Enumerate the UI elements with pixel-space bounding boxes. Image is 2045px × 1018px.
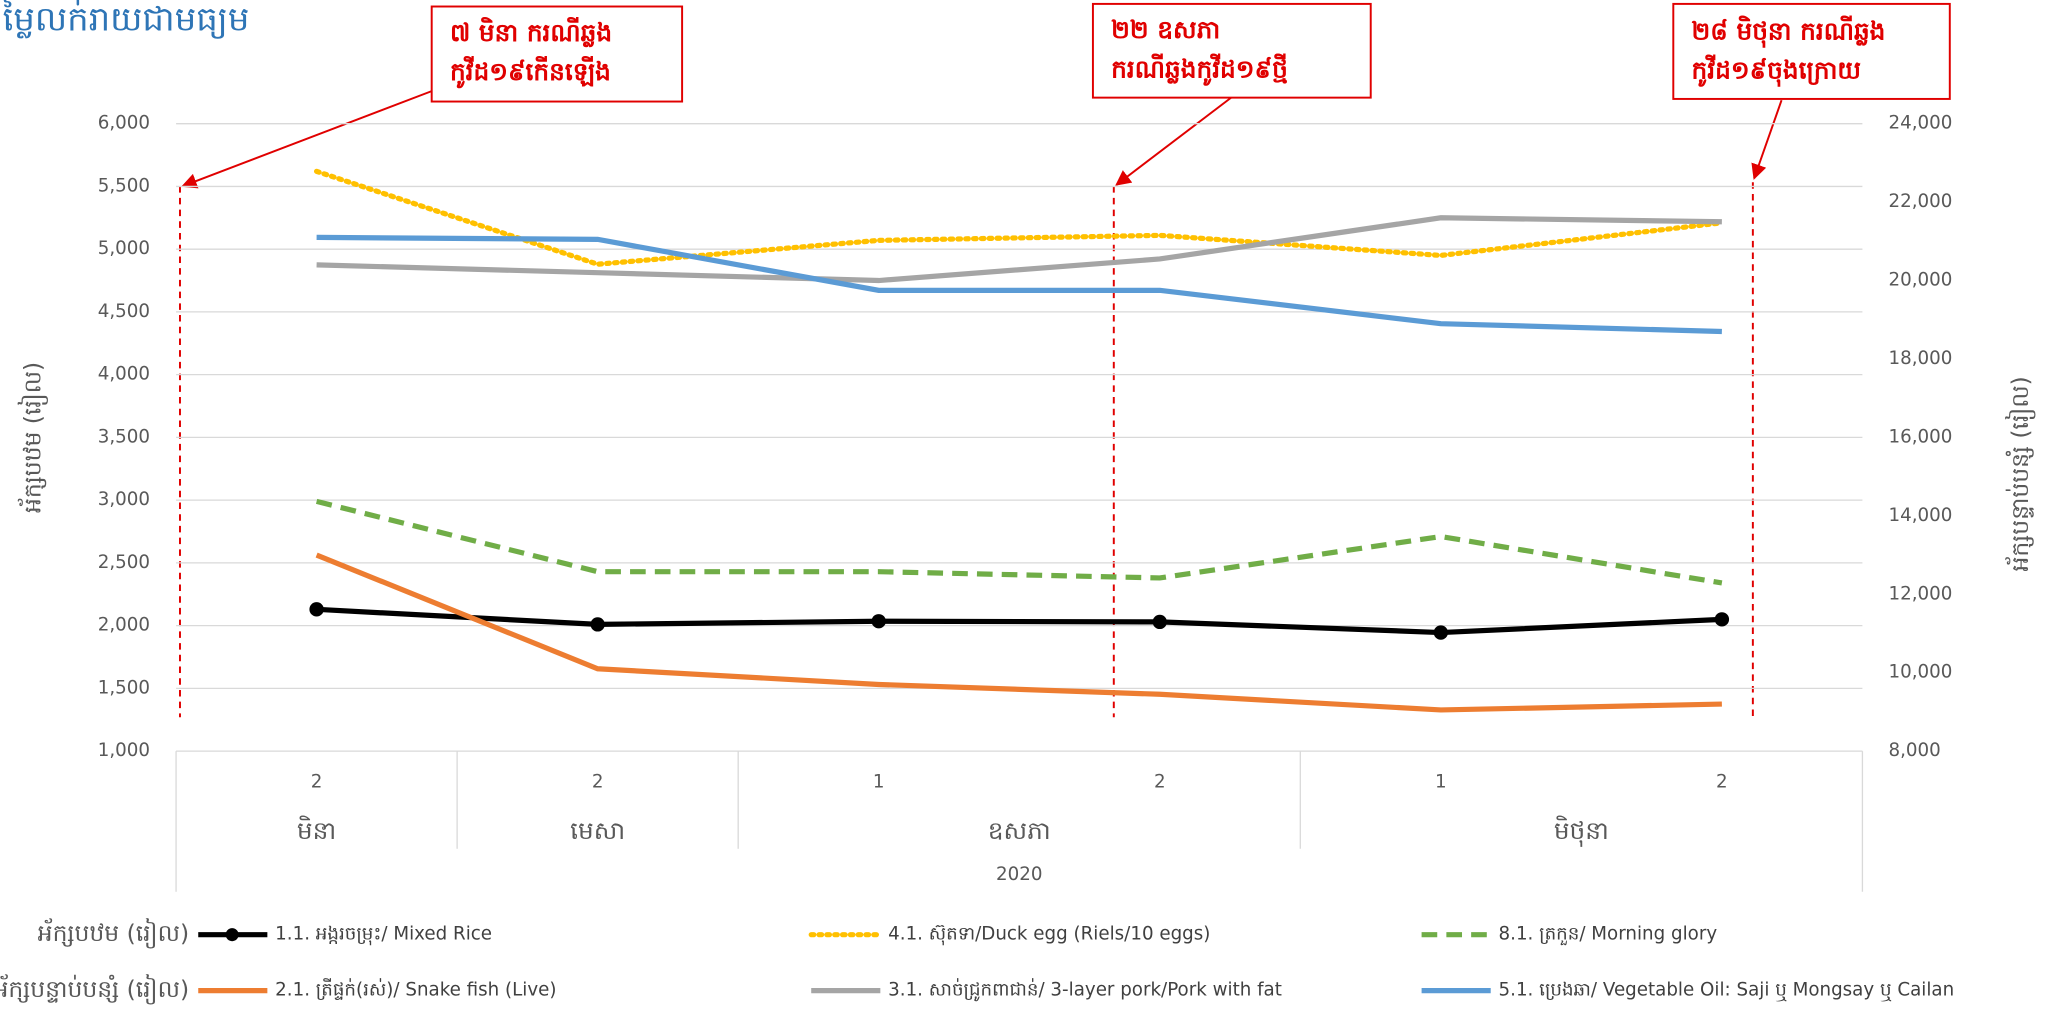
y-tick-label: 2,000 bbox=[98, 615, 150, 636]
x-tick-label: 1 bbox=[1435, 771, 1447, 792]
x-tick-label: 2 bbox=[1716, 771, 1728, 792]
point bbox=[1714, 612, 1730, 627]
legend-label: 2.1. ត្រីផ្ទក់(រស់)/ Snake fish (Live) bbox=[275, 978, 556, 1001]
y2-tick-label: 22,000 bbox=[1888, 191, 1952, 212]
annotation: ករណីឆ្លងកូវីដ១៩ថ្មី bbox=[1111, 52, 1288, 86]
legend-label: 1.1. អង្ករចម្រុះ/ Mixed Rice bbox=[275, 924, 492, 946]
y2-axis-label: អ័ក្សបន្ទាប់បន្សំ (រៀល) bbox=[2005, 376, 2036, 571]
annotation: កូវីដ១៩ចុងក្រោយ bbox=[1692, 54, 1861, 88]
y-tick-label: 6,000 bbox=[98, 113, 150, 134]
y2-tick-label: 14,000 bbox=[1888, 505, 1952, 526]
arrow bbox=[1751, 99, 1783, 180]
y2-tick-label: 18,000 bbox=[1888, 348, 1952, 369]
y-tick-label: 5,500 bbox=[98, 175, 150, 196]
point bbox=[590, 617, 605, 632]
annotation: ៧ មិនា ករណីឆ្លង bbox=[450, 16, 612, 48]
annotation: ២២ ឧសភា bbox=[1111, 15, 1220, 44]
y-tick-label: 3,500 bbox=[98, 426, 150, 447]
year-label: 2020 bbox=[996, 864, 1042, 885]
annotation: ២៨ មិថុនា ករណីឆ្លង bbox=[1692, 15, 1886, 49]
annotation-box bbox=[1091, 2, 1372, 99]
y-tick-label: 1,000 bbox=[98, 740, 150, 761]
series-line bbox=[316, 215, 1722, 284]
y-tick-label: 2,500 bbox=[98, 552, 150, 573]
month-label: មិថុនា bbox=[1554, 815, 1609, 847]
point bbox=[1433, 625, 1448, 640]
y2-tick-label: 10,000 bbox=[1888, 662, 1952, 683]
legend-label: 4.1. ស៊ុតទា/Duck egg (Riels/10 eggs) bbox=[888, 924, 1210, 946]
x-axis bbox=[175, 751, 1864, 892]
month-label: ឧសភា bbox=[988, 816, 1051, 845]
x-tick-label: 1 bbox=[873, 771, 885, 792]
series-line bbox=[316, 606, 1723, 636]
y-tick-label: 3,000 bbox=[98, 489, 150, 510]
grid bbox=[176, 123, 1863, 752]
arrow bbox=[181, 90, 433, 189]
y-tick-label: 5,000 bbox=[98, 238, 150, 259]
x-tick-label: 2 bbox=[592, 771, 604, 792]
legend-label: 5.1. ប្រេងឆា/ Vegetable Oil: Saji ឬ Mong… bbox=[1499, 980, 1955, 1002]
arrow bbox=[1115, 96, 1232, 186]
y-tick-label: 1,500 bbox=[98, 677, 150, 698]
annotation-box bbox=[430, 5, 684, 103]
month-label: មេសា bbox=[570, 816, 625, 845]
series-line bbox=[315, 498, 1723, 586]
y-tick-label: 4,000 bbox=[98, 364, 150, 385]
y2-tick-label: 24,000 bbox=[1888, 113, 1952, 134]
legend-group-label: អ័ក្សបន្ទាប់បន្សំ (រៀល) bbox=[0, 974, 189, 1005]
y2-tick-label: 20,000 bbox=[1888, 270, 1952, 291]
legend-marker bbox=[225, 928, 239, 942]
point bbox=[1152, 614, 1167, 630]
event-markers bbox=[179, 2, 1951, 718]
point bbox=[871, 614, 886, 629]
legend-group-label: អ័ក្សបឋម (រៀល) bbox=[38, 918, 189, 949]
series-line bbox=[313, 168, 1725, 267]
point bbox=[309, 602, 324, 617]
chart-title: ម្លៃលក់រាយជាមធ្យម bbox=[2, 0, 250, 39]
y-axis-label: អ័ក្សបឋម (រៀល) bbox=[17, 362, 48, 513]
legend-label: 8.1. ត្រកួន/ Morning glory bbox=[1499, 924, 1718, 946]
annotation: កូវីដ១៩កើនឡើង bbox=[450, 55, 611, 89]
y-tick-label: 4,500 bbox=[98, 301, 150, 322]
annotation-box bbox=[1672, 2, 1951, 100]
series-line bbox=[315, 552, 1722, 713]
y2-tick-label: 8,000 bbox=[1888, 740, 1940, 761]
y2-tick-label: 16,000 bbox=[1888, 426, 1952, 447]
x-tick-label: 2 bbox=[1154, 771, 1166, 792]
legend-label: 3.1. សាច់ជ្រូកពាជាន់/ 3-layer pork/Pork … bbox=[888, 978, 1282, 1002]
x-tick-label: 2 bbox=[311, 771, 323, 792]
series-line bbox=[316, 234, 1722, 335]
y2-tick-label: 12,000 bbox=[1888, 583, 1952, 604]
month-label: មិនា bbox=[297, 815, 336, 845]
